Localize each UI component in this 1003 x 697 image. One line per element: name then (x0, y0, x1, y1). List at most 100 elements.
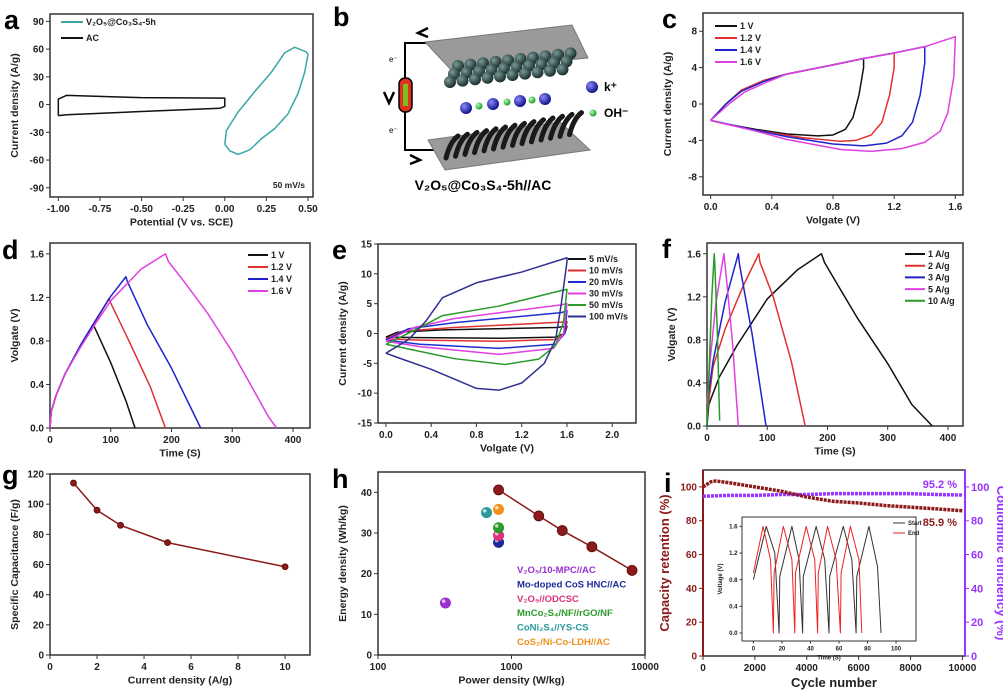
data-point (556, 525, 568, 536)
y-tick-label: 20 (361, 569, 373, 580)
x-tick-label: 80 (864, 647, 871, 653)
electrode-sphere (519, 67, 531, 80)
y-tick-label: 1.6 (687, 249, 701, 260)
x-tick-label: 60 (836, 647, 843, 653)
nanosheet (472, 128, 489, 156)
y-tick-label: 1.6 (30, 249, 44, 260)
series-line (710, 52, 895, 143)
scatter-point (493, 522, 505, 534)
legend-label: 1.6 V (740, 57, 761, 67)
plot-frame (377, 471, 646, 656)
nanosheet (500, 122, 518, 150)
x-tick-label: 100 (102, 435, 119, 446)
y-tick-label: 0.0 (687, 422, 701, 433)
k-ion-legend-label: k⁺ (604, 80, 617, 94)
chart-panel-i: 0 2000 4000 6000 8000 10000020406080100Cycle … (657, 469, 1003, 690)
legend-label: 1 V (740, 21, 754, 31)
scan-rate-annotation: 50 mV/s (273, 180, 305, 190)
y-tick-label: -30 (30, 128, 45, 139)
panel-letter-f: f (662, 234, 672, 264)
series-line (49, 322, 136, 429)
nanosheet (519, 119, 537, 147)
y-tick-label: 90 (33, 17, 45, 28)
series-line (49, 275, 202, 429)
nanosheet (567, 110, 584, 138)
x-tick-label: 1.6 (560, 430, 574, 441)
oh-ion-legend-label: OH⁻ (604, 106, 628, 120)
arrow-right-icon (409, 153, 424, 166)
electrode-sphere (481, 71, 494, 84)
x-tick-label: 100 (370, 662, 387, 673)
electrode-spheres (444, 47, 577, 88)
y-tick-label: 1.2 (687, 292, 701, 303)
scatter-point-highlight (441, 599, 446, 603)
legend-label: 1 A/g (928, 249, 950, 259)
x-tick-label: 8 (235, 662, 241, 673)
x-tick-label: 10000 (948, 663, 976, 674)
x-tick-label: 0.00 (215, 204, 235, 215)
legend-label: 1.2 V (740, 33, 761, 43)
arrow-left-icon (414, 26, 429, 39)
nanosheet (481, 126, 499, 154)
oh-ion (503, 98, 511, 106)
x-tick-label: 0.8 (469, 430, 483, 441)
legend-label: CoNi₂S₄//YS-CS (517, 623, 589, 634)
nanosheet (462, 129, 480, 157)
chart-panel-f: 0 100 200 300 400 0.0 0.4 0.8 1.2 1.6 Time (S) Volg… (666, 242, 964, 458)
k-ion (460, 102, 472, 114)
series-line (752, 525, 863, 634)
x-tick-label: 4000 (796, 663, 819, 674)
scatter-point-highlight (494, 524, 499, 528)
k-ion (514, 95, 526, 107)
plot-frame (706, 242, 964, 427)
y-right-tick-label: 100 (971, 482, 989, 494)
panel-letters: a b c d e f g h i (2, 2, 677, 498)
x-tick-label: 4 (141, 662, 147, 673)
oh-ion (475, 102, 483, 110)
series-line (385, 310, 568, 350)
legend-label: 3 A/g (928, 273, 950, 283)
x-tick-label: 0 (700, 663, 706, 674)
k-ion-legend-icon (586, 81, 598, 93)
x-axis-label: Volgate (V) (806, 215, 860, 227)
legend-label: Mo-doped CoS HNC//AC (517, 579, 626, 590)
x-tick-label: 0 (752, 647, 756, 653)
legend-label: 30 mV/s (589, 289, 623, 299)
x-tick-label: 0.0 (379, 430, 393, 441)
data-point (281, 563, 289, 571)
series-line (385, 288, 568, 366)
electrode-sphere (544, 64, 556, 77)
y-tick-label: 60 (33, 560, 45, 571)
y-right-tick-label: 60 (971, 550, 983, 562)
x-tick-label: 100 (891, 647, 902, 653)
series-line (706, 253, 806, 427)
k-ion (539, 93, 551, 105)
panel-letter-d: d (2, 235, 19, 265)
ions (460, 93, 551, 114)
nanosheet (538, 115, 556, 143)
x-tick-label: -0.50 (130, 204, 153, 215)
legend-label: 1.6 V (271, 286, 292, 296)
x-tick-label: 100 (759, 433, 776, 444)
chart-panel-e: 0.0 0.4 0.8 1.2 1.6 2.0 -15 -10 -5 0 5 10 15 Volgate … (337, 240, 637, 455)
y-tick-label: 60 (33, 45, 45, 56)
x-tick-label: 2.0 (605, 430, 619, 441)
x-tick-label: 2 (94, 662, 100, 673)
y-tick-label: 0 (38, 651, 44, 662)
y-tick-label: 30 (33, 72, 45, 83)
y-tick-label: 0.4 (30, 380, 44, 391)
plot-frame (741, 516, 917, 642)
y-tick-label: 0.4 (687, 378, 701, 389)
x-tick-label: 400 (940, 433, 957, 444)
x-tick-label: 0.4 (424, 430, 438, 441)
x-tick-label: 0.50 (298, 204, 318, 215)
y-tick-label: 80 (33, 530, 45, 541)
data-point (493, 484, 504, 496)
y-axis-label: Current density (A/g) (662, 52, 674, 156)
x-tick-label: 0 (47, 662, 53, 673)
chart-panel-a: -1.00 -0.75 -0.50 -0.25 0.00 0.25 0.50 -90 -60 -3… (9, 13, 318, 229)
y-tick-label: 0 (38, 100, 44, 111)
y-tick-label: 30 (361, 529, 373, 540)
legend-label: MnCo₂S₄/NF//rGO/NF (517, 608, 613, 619)
electrode-sphere (469, 73, 481, 86)
